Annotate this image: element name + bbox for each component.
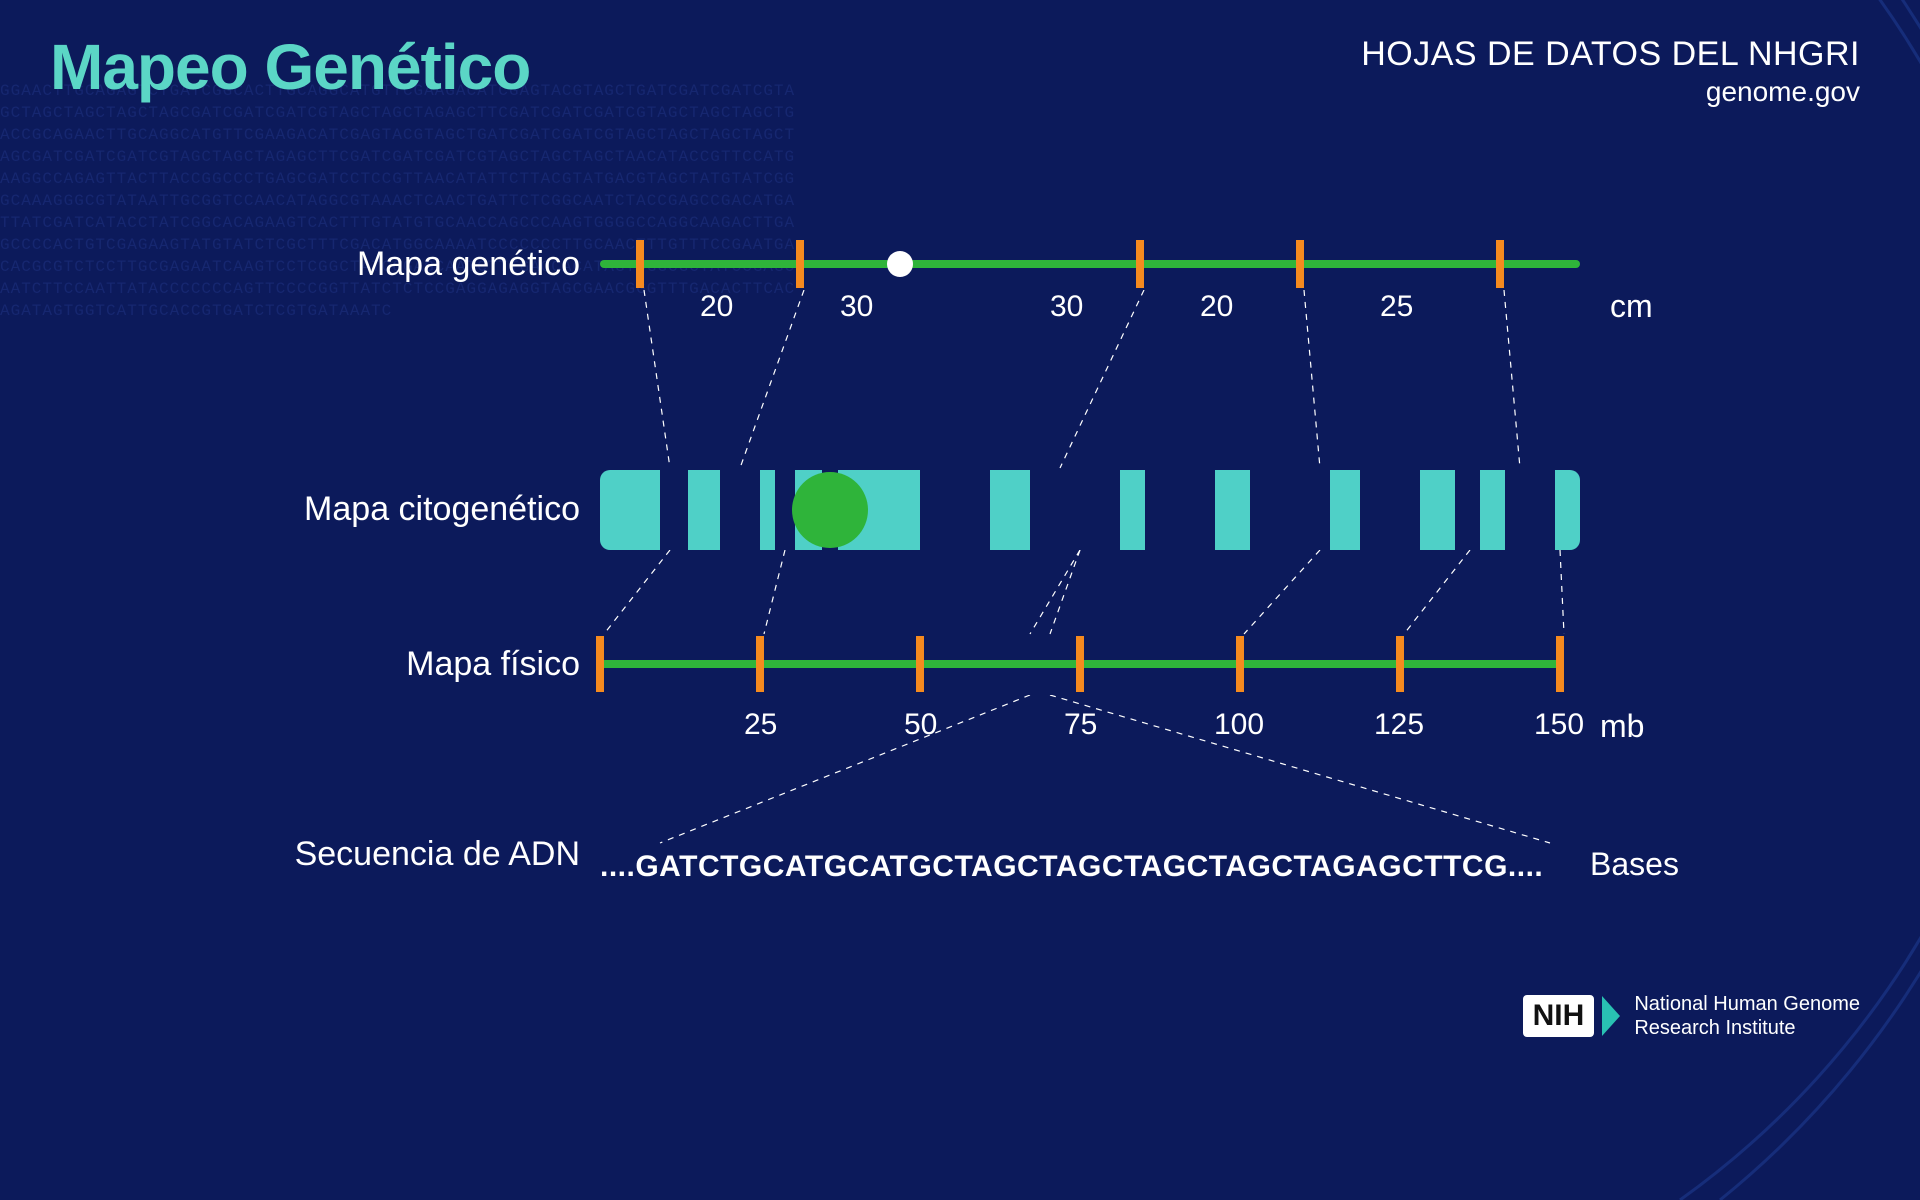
dna-sequence-row: ....GATCTGCATGCATGCTAGCTAGCTAGCTAGCTAGAG… — [600, 850, 1580, 890]
label-dna-sequence: Secuencia de ADN — [295, 835, 580, 874]
sequence-unit: Bases — [1590, 846, 1679, 883]
chromosome-band — [1360, 470, 1420, 550]
chromosome-band — [1030, 470, 1120, 550]
chromosome-band — [1455, 470, 1480, 550]
physical-tick — [1396, 636, 1404, 692]
chromosome-band — [920, 470, 990, 550]
genetic-tick — [1496, 240, 1504, 288]
chromosome-band — [1250, 470, 1330, 550]
label-cyto-map: Mapa citogenético — [304, 490, 580, 529]
cyto-map — [600, 470, 1580, 550]
label-genetic-map: Mapa genético — [357, 245, 580, 284]
connectors-1 — [600, 290, 1620, 470]
physical-tick — [916, 636, 924, 692]
chromosome-band — [660, 470, 688, 550]
connectors-3 — [600, 695, 1620, 845]
genetic-line — [600, 260, 1580, 268]
chromosome-band — [1505, 470, 1555, 550]
genetic-tick — [1136, 240, 1144, 288]
genetic-tick — [796, 240, 804, 288]
centromere — [792, 472, 868, 548]
physical-tick — [596, 636, 604, 692]
chromosome-band — [1145, 470, 1215, 550]
genetic-centromere-dot — [887, 251, 913, 277]
physical-tick — [756, 636, 764, 692]
genetic-tick — [636, 240, 644, 288]
connectors-2 — [600, 550, 1620, 660]
physical-tick — [1076, 636, 1084, 692]
chromosome-band — [720, 470, 760, 550]
label-physical-map: Mapa físico — [406, 645, 580, 684]
physical-tick — [1236, 636, 1244, 692]
genetic-tick — [1296, 240, 1304, 288]
physical-tick — [1556, 636, 1564, 692]
dna-sequence-text: ....GATCTGCATGCATGCTAGCTAGCTAGCTAGCTAGAG… — [600, 850, 1543, 884]
